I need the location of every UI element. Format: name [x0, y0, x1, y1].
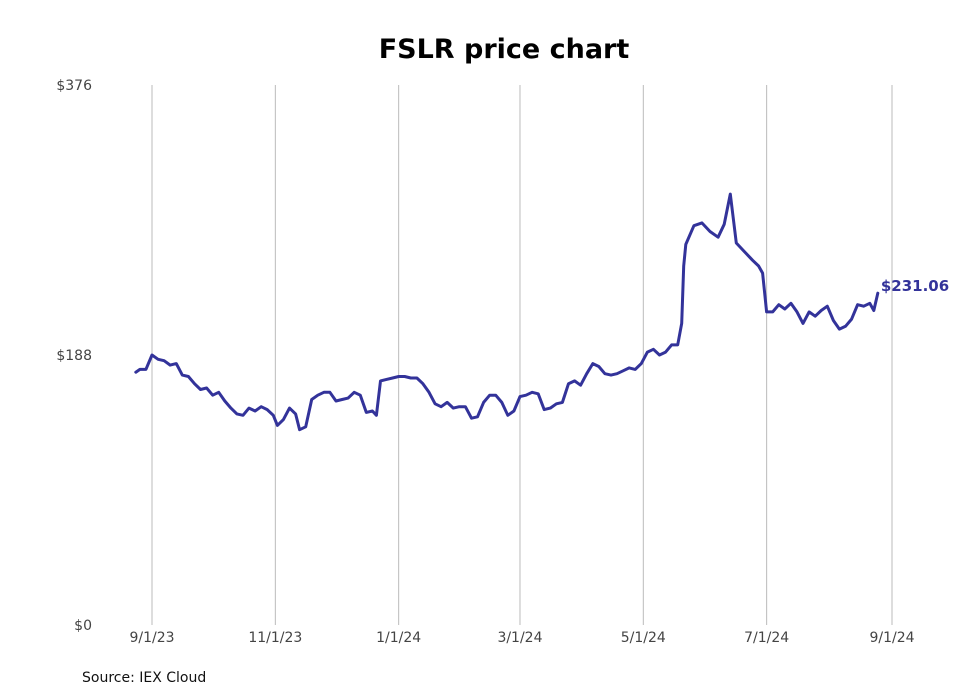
chart-title: FSLR price chart	[378, 34, 630, 65]
x-tick-label: 9/1/24	[869, 630, 914, 646]
gridlines	[151, 85, 893, 625]
price-line	[134, 192, 880, 432]
price-series	[134, 192, 880, 432]
x-tick-label: 9/1/23	[129, 630, 174, 646]
source-note: Source: IEX Cloud	[82, 670, 207, 686]
x-tick-label: 3/1/24	[497, 630, 542, 646]
y-tick-label: $188	[56, 348, 92, 364]
x-axis: 9/1/23 11/1/23 1/1/24 3/1/24 5/1/24 7/1/24 9/1…	[129, 630, 914, 646]
x-tick-label: 11/1/23	[248, 630, 302, 646]
y-axis: $0 $188 $376	[56, 78, 92, 634]
y-tick-label: $0	[74, 618, 92, 634]
end-labels: $231.06	[881, 277, 949, 295]
x-tick-label: 1/1/24	[376, 630, 421, 646]
y-tick-label: $376	[56, 78, 92, 94]
x-tick-label: 7/1/24	[744, 630, 789, 646]
x-tick-label: 5/1/24	[621, 630, 666, 646]
last-price-label: $231.06	[881, 277, 949, 295]
